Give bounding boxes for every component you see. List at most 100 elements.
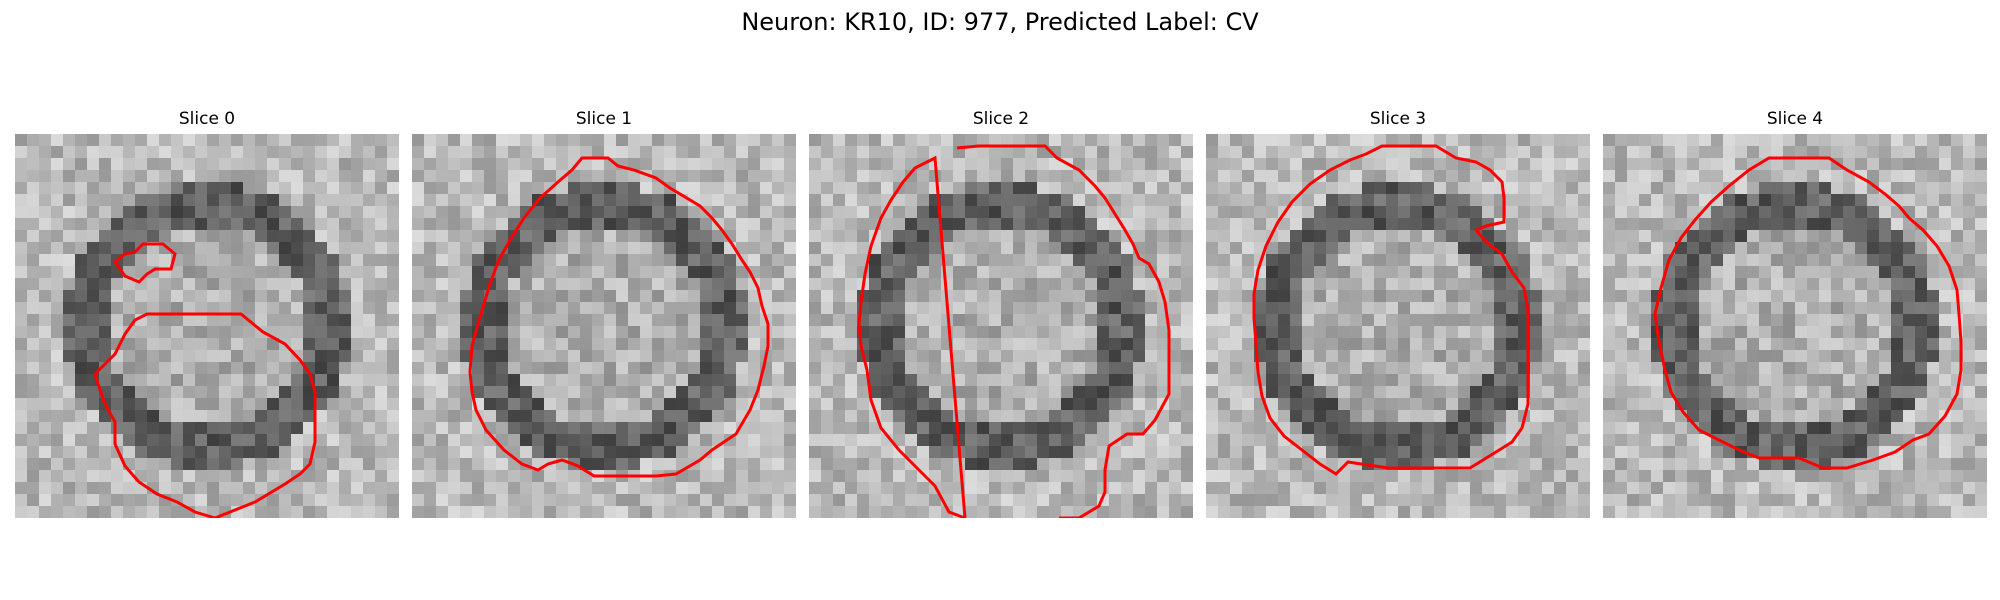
pixel (1795, 254, 1808, 267)
pixel (1699, 326, 1712, 339)
pixel (652, 218, 665, 231)
pixel (1831, 230, 1844, 243)
pixel (700, 158, 713, 171)
pixel (1903, 302, 1916, 315)
pixel (1206, 506, 1219, 518)
pixel (1711, 194, 1724, 207)
pixel (1218, 410, 1231, 423)
pixel (1951, 242, 1964, 255)
pixel (1133, 302, 1146, 315)
pixel (1386, 134, 1399, 147)
pixel (1290, 170, 1303, 183)
pixel (1446, 470, 1459, 483)
pixel (1278, 494, 1291, 507)
pixel (1266, 242, 1279, 255)
pixel (412, 494, 425, 507)
pixel (159, 470, 172, 483)
pixel (424, 482, 437, 495)
pixel (39, 350, 52, 363)
pixel (1518, 170, 1531, 183)
pixel (1566, 470, 1579, 483)
pixel (784, 398, 796, 411)
pixel (1374, 218, 1387, 231)
pixel (1326, 506, 1339, 518)
pixel (1025, 506, 1038, 518)
pixel (424, 470, 437, 483)
pixel (159, 386, 172, 399)
pixel (604, 254, 617, 267)
pixel (1206, 218, 1219, 231)
pixel (1819, 146, 1832, 159)
pixel (147, 230, 160, 243)
pixel (664, 338, 677, 351)
pixel (869, 482, 882, 495)
pixel (1663, 194, 1676, 207)
pixel (1049, 194, 1062, 207)
pixel (255, 374, 268, 387)
pixel (1675, 422, 1688, 435)
pixel (1206, 266, 1219, 279)
pixel (1927, 266, 1940, 279)
pixel (207, 494, 220, 507)
pixel (1386, 362, 1399, 375)
pixel (1699, 266, 1712, 279)
pixel (1398, 494, 1411, 507)
pixel (472, 422, 485, 435)
pixel (1169, 458, 1182, 471)
pixel (424, 362, 437, 375)
pixel (267, 230, 280, 243)
pixel (1711, 374, 1724, 387)
pixel (1554, 218, 1567, 231)
pixel (1891, 290, 1904, 303)
pixel (484, 182, 497, 195)
pixel (1314, 254, 1327, 267)
pixel (688, 302, 701, 315)
pixel (351, 158, 364, 171)
pixel (1350, 158, 1363, 171)
pixel (953, 374, 966, 387)
pixel (1735, 230, 1748, 243)
pixel (604, 494, 617, 507)
pixel (1410, 302, 1423, 315)
pixel (460, 254, 473, 267)
pixel (616, 326, 629, 339)
pixel (27, 482, 40, 495)
pixel (183, 482, 196, 495)
pixel (712, 146, 725, 159)
pixel (664, 290, 677, 303)
pixel (1891, 230, 1904, 243)
pixel (688, 482, 701, 495)
pixel (544, 230, 557, 243)
pixel (845, 326, 858, 339)
pixel (592, 506, 605, 518)
slice-0-image (15, 134, 399, 518)
pixel (375, 230, 388, 243)
pixel (1085, 194, 1098, 207)
pixel (929, 386, 942, 399)
pixel (917, 314, 930, 327)
pixel (1795, 422, 1808, 435)
pixel (664, 506, 677, 518)
pixel (1939, 182, 1952, 195)
pixel (628, 170, 641, 183)
pixel (111, 206, 124, 219)
pixel (279, 458, 292, 471)
pixel (1446, 374, 1459, 387)
pixel (1494, 422, 1507, 435)
pixel (736, 134, 749, 147)
pixel (327, 350, 340, 363)
pixel (664, 218, 677, 231)
pixel (640, 242, 653, 255)
pixel (905, 494, 918, 507)
pixel (977, 242, 990, 255)
pixel (857, 230, 870, 243)
pixel (664, 158, 677, 171)
pixel (472, 374, 485, 387)
pixel (1290, 206, 1303, 219)
pixel (315, 506, 328, 518)
pixel (1278, 458, 1291, 471)
pixel (1254, 158, 1267, 171)
pixel (1530, 374, 1543, 387)
pixel (1530, 158, 1543, 171)
pixel (207, 470, 220, 483)
